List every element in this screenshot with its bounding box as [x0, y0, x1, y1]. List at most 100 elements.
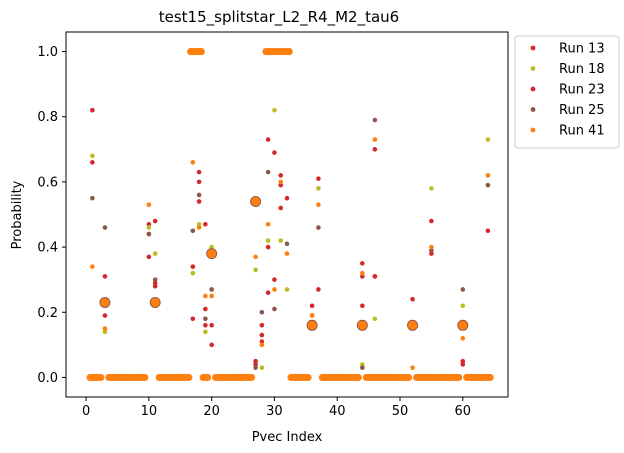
x-tick-label: 60 — [455, 404, 472, 419]
data-point-cluster — [207, 249, 217, 259]
x-tick-label: 40 — [329, 404, 346, 419]
data-point — [316, 186, 321, 191]
data-point — [272, 277, 277, 282]
data-point — [410, 296, 415, 302]
data-point — [253, 267, 258, 273]
data-point — [203, 316, 208, 322]
data-point — [278, 182, 284, 188]
data-point — [372, 137, 378, 142]
data-point — [272, 287, 277, 292]
data-point — [360, 261, 365, 266]
legend-label: Run 25 — [559, 103, 605, 118]
legend-label: Run 13 — [559, 42, 605, 57]
data-point — [259, 365, 265, 370]
data-point-cluster — [97, 373, 105, 382]
data-point — [196, 225, 202, 230]
y-tick-label: 0.4 — [37, 241, 58, 256]
data-point — [278, 238, 284, 243]
plot-frame — [65, 31, 509, 398]
data-point-cluster — [486, 373, 494, 382]
data-point — [429, 186, 434, 191]
data-point-cluster — [203, 373, 212, 382]
legend-marker — [530, 86, 536, 92]
data-point — [410, 365, 415, 370]
data-point — [146, 221, 152, 227]
data-point — [203, 323, 208, 328]
x-tick-label: 50 — [392, 404, 409, 419]
data-point — [460, 362, 466, 367]
y-tick-label: 0.6 — [37, 175, 58, 190]
data-point — [102, 326, 108, 331]
data-point — [429, 248, 434, 253]
legend-marker — [530, 127, 536, 133]
data-point — [360, 365, 365, 370]
data-point — [372, 147, 378, 152]
data-point — [196, 179, 202, 185]
data-point-cluster — [150, 297, 160, 308]
data-point — [265, 238, 271, 243]
data-point-cluster — [100, 297, 110, 308]
data-point — [372, 117, 378, 123]
x-tick-label: 20 — [203, 404, 220, 419]
data-point — [265, 137, 271, 142]
data-point — [360, 274, 365, 279]
y-tick-label: 0.2 — [37, 306, 58, 321]
data-point — [253, 358, 258, 364]
data-point — [460, 336, 466, 341]
data-point — [190, 270, 196, 276]
data-point — [146, 202, 152, 208]
data-point — [190, 160, 196, 165]
x-tick-label: 0 — [82, 404, 90, 419]
data-point — [253, 254, 258, 260]
data-point-cluster — [307, 320, 317, 330]
chart-title: test15_splitstar_L2_R4_M2_tau6 — [159, 8, 399, 27]
data-point — [196, 199, 202, 204]
data-point — [265, 244, 271, 250]
legend-marker — [530, 107, 536, 112]
data-points — [86, 47, 494, 382]
data-point — [196, 192, 202, 198]
y-tick-label: 0.8 — [37, 110, 58, 125]
data-point-cluster — [141, 373, 149, 382]
data-point — [316, 225, 321, 230]
data-point — [90, 153, 95, 159]
data-point — [429, 244, 434, 250]
data-point — [152, 218, 158, 224]
data-point — [265, 290, 271, 296]
data-point — [272, 306, 277, 312]
data-point — [316, 202, 321, 208]
data-point — [309, 303, 315, 309]
data-point — [360, 362, 365, 367]
x-axis-label: Pvec Index — [252, 430, 323, 445]
data-point — [102, 225, 108, 230]
data-point — [460, 358, 466, 364]
data-point — [152, 277, 158, 282]
data-point — [152, 280, 158, 286]
data-point — [265, 169, 271, 175]
data-point-cluster — [354, 373, 362, 382]
data-point — [203, 329, 208, 335]
data-point — [253, 365, 258, 370]
data-point-cluster — [247, 373, 256, 382]
data-point — [316, 287, 321, 292]
data-point — [102, 313, 108, 318]
data-point-cluster — [458, 320, 468, 330]
data-point — [152, 251, 158, 256]
data-point — [272, 150, 277, 155]
data-point — [460, 303, 466, 309]
data-point-cluster — [251, 196, 261, 207]
data-point — [485, 173, 491, 178]
data-point — [278, 173, 284, 178]
data-point — [360, 303, 365, 309]
data-point — [278, 205, 284, 211]
data-point — [102, 274, 108, 279]
data-point — [284, 287, 290, 292]
data-point — [372, 316, 378, 322]
data-point — [190, 228, 196, 234]
data-point — [485, 182, 491, 188]
data-point-cluster — [357, 320, 367, 330]
data-point-cluster — [407, 320, 418, 330]
data-point — [209, 293, 214, 299]
data-point — [203, 306, 208, 312]
